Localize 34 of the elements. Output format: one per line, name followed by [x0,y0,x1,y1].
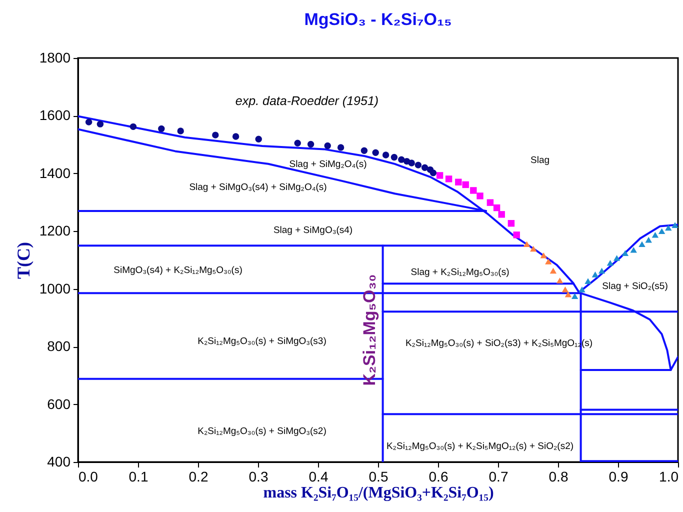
x-tick-label: 0.9 [608,468,628,484]
y-tick-label: 1400 [39,164,71,181]
chart-title: MgSiO₃ - K₂Si₇O₁₅ [304,10,452,29]
annotation: Slag + K₂Si₁₂Mg₅O₃₀(s) [410,267,510,278]
y-tick-label: 800 [47,338,71,354]
x-tick-label: 1.0 [659,468,679,484]
y-tick-label: 1200 [39,222,71,239]
annotation: K₂Si₁₂Mg₅O₃₀(s) + SiMgO₃(s3) [198,336,326,347]
x-tick-label: 0.5 [368,468,388,484]
annotation: K₂Si₁₂Mg₅O₃₀ [360,274,379,386]
y-tick-label: 1800 [39,50,71,66]
annotation: Slag + SiMgO₃(s4) + SiMg₂O₄(s) [189,182,327,193]
annotation: Slag + SiMgO₃(s4) [273,225,353,236]
x-tick-label: 0.6 [428,468,448,484]
y-tick-label: 400 [47,454,71,470]
x-tick-label: 0.4 [308,468,328,484]
x-tick-label: 0.0 [78,468,98,484]
x-tick-label: 0.7 [488,468,508,484]
x-tick-label: 0.1 [128,468,148,484]
x-tick-label: 0.2 [188,468,208,484]
x-axis-title: mass K₂Si₇O₁₅/(MgSiO₃+K₂Si₇O₁₅) [263,484,494,502]
y-tick-label: 1000 [39,280,71,296]
y-tick-label: 600 [47,396,71,412]
x-tick-label: 0.3 [248,468,268,484]
annotation: K₂Si₁₂Mg₅O₃₀(s) + K₂Si₅MgO₁₂(s) + SiO₂(s2) [386,441,574,452]
annotation: exp. data-Roedder (1951) [235,94,379,108]
annotation: SiMgO₃(s4) + K₂Si₁₂Mg₅O₃₀(s) [114,265,242,276]
annotation: K₂Si₁₂Mg₅O₃₀(s) + SiMgO₃(s2) [198,426,326,437]
annotation: Slag [530,155,550,166]
annotation: Slag + SiO₂(s5) [602,281,668,292]
x-tick-label: 0.8 [548,468,568,484]
annotation: Slag + SiMg₂O₄(s) [289,159,367,170]
y-tick-label: 1600 [39,107,71,124]
y-axis-title: T(C) [13,242,34,279]
